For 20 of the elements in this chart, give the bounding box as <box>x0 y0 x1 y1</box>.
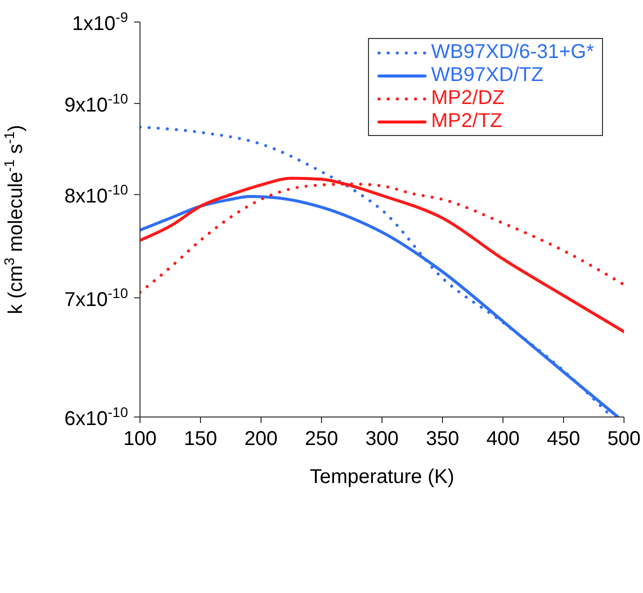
y-tick-label: 6x10$^{-10}$ <box>64 404 128 430</box>
legend-label: MP2/TZ <box>431 110 502 133</box>
y-tick-label: 9x10$^{-10}$ <box>64 90 128 116</box>
legend-label: WB97XD/TZ <box>431 64 544 87</box>
x-tick-label: 350 <box>426 428 460 450</box>
y-tick-label: 8x10$^{-10}$ <box>64 182 128 208</box>
x-tick-label: 100 <box>123 428 157 450</box>
line-series <box>140 176 624 334</box>
x-tick-label: 400 <box>486 428 520 450</box>
x-axis-title: Temperature (K) <box>310 466 454 488</box>
x-tick-label: 300 <box>365 428 399 450</box>
legend-label: WB97XD/6-31+G* <box>431 41 594 64</box>
y-tick-label: 7x10$^{-10}$ <box>64 284 128 311</box>
x-tick-label: 450 <box>546 428 580 450</box>
x-tick-label: 200 <box>244 428 278 450</box>
x-tick-label: 250 <box>304 428 338 450</box>
x-tick-label: 500 <box>607 428 641 450</box>
x-tick-label: 150 <box>184 428 218 450</box>
y-tick-label: 1x10$^{-9}$ <box>72 9 128 35</box>
legend-label: MP2/DZ <box>431 87 504 110</box>
